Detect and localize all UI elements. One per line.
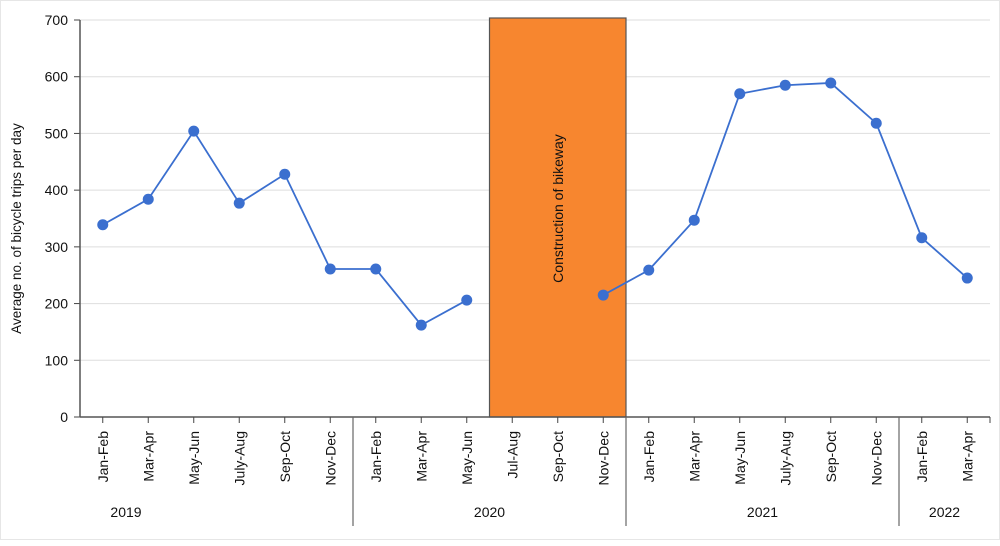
data-point-marker <box>324 263 336 275</box>
data-point-marker <box>734 88 746 100</box>
data-point-marker <box>916 232 928 244</box>
x-tick-label: May-Jun <box>186 431 202 485</box>
x-tick-label: Jan-Feb <box>914 431 930 483</box>
year-label: 2021 <box>747 504 778 520</box>
x-tick-label: May-Jun <box>459 431 475 485</box>
series-line <box>102 129 468 327</box>
y-tick-label: 700 <box>45 12 69 28</box>
construction-annotation-box <box>488 17 627 418</box>
construction-annotation-label: Construction of bikeway <box>550 134 566 283</box>
data-point-marker <box>779 79 791 91</box>
data-point-marker <box>233 197 245 209</box>
y-tick-label: 0 <box>60 409 68 425</box>
y-tick-label: 400 <box>45 182 69 198</box>
year-label: 2020 <box>474 504 505 520</box>
data-point-marker <box>279 168 291 180</box>
data-point-marker <box>370 263 382 275</box>
x-tick-label: Jan-Feb <box>368 431 384 483</box>
x-tick-label: Mar-Apr <box>413 431 429 482</box>
data-point-marker <box>961 272 973 284</box>
x-tick-label: Mar-Apr <box>686 431 702 482</box>
x-tick-label: Nov-Dec <box>595 431 611 485</box>
x-tick-label: Jan-Feb <box>641 431 657 483</box>
data-point-marker <box>415 319 427 331</box>
x-tick-label: Nov-Dec <box>868 431 884 485</box>
y-tick-label: 300 <box>45 239 69 255</box>
x-tick-label: Sep-Oct <box>823 431 839 482</box>
data-point-marker <box>461 294 473 306</box>
x-tick-label: July-Aug <box>231 431 247 485</box>
x-tick-label: Mar-Apr <box>959 431 975 482</box>
data-point-marker <box>97 219 109 231</box>
y-tick-label: 100 <box>45 352 69 368</box>
data-point-marker <box>142 193 154 205</box>
data-point-marker <box>597 289 609 301</box>
x-tick-label: Sep-Oct <box>277 431 293 482</box>
x-tick-label: Sep-Oct <box>550 431 566 482</box>
series-line <box>602 82 968 296</box>
year-label: 2022 <box>929 504 960 520</box>
data-point-marker <box>825 77 837 89</box>
y-tick-label: 200 <box>45 296 69 312</box>
y-axis-title: Average no. of bicycle trips per day <box>9 123 24 334</box>
x-tick-label: Nov-Dec <box>322 431 338 485</box>
x-tick-label: Jan-Feb <box>95 431 111 483</box>
data-point-marker <box>870 117 882 129</box>
data-point-marker <box>643 264 655 276</box>
data-point-marker <box>688 214 700 226</box>
year-label: 2019 <box>110 504 141 520</box>
x-tick-label: Mar-Apr <box>140 431 156 482</box>
x-tick-label: Jul-Aug <box>504 431 520 478</box>
y-tick-label: 500 <box>45 125 69 141</box>
x-tick-label: May-Jun <box>732 431 748 485</box>
x-tick-label: July-Aug <box>777 431 793 485</box>
data-point-marker <box>188 125 200 137</box>
y-tick-label: 600 <box>45 69 69 85</box>
